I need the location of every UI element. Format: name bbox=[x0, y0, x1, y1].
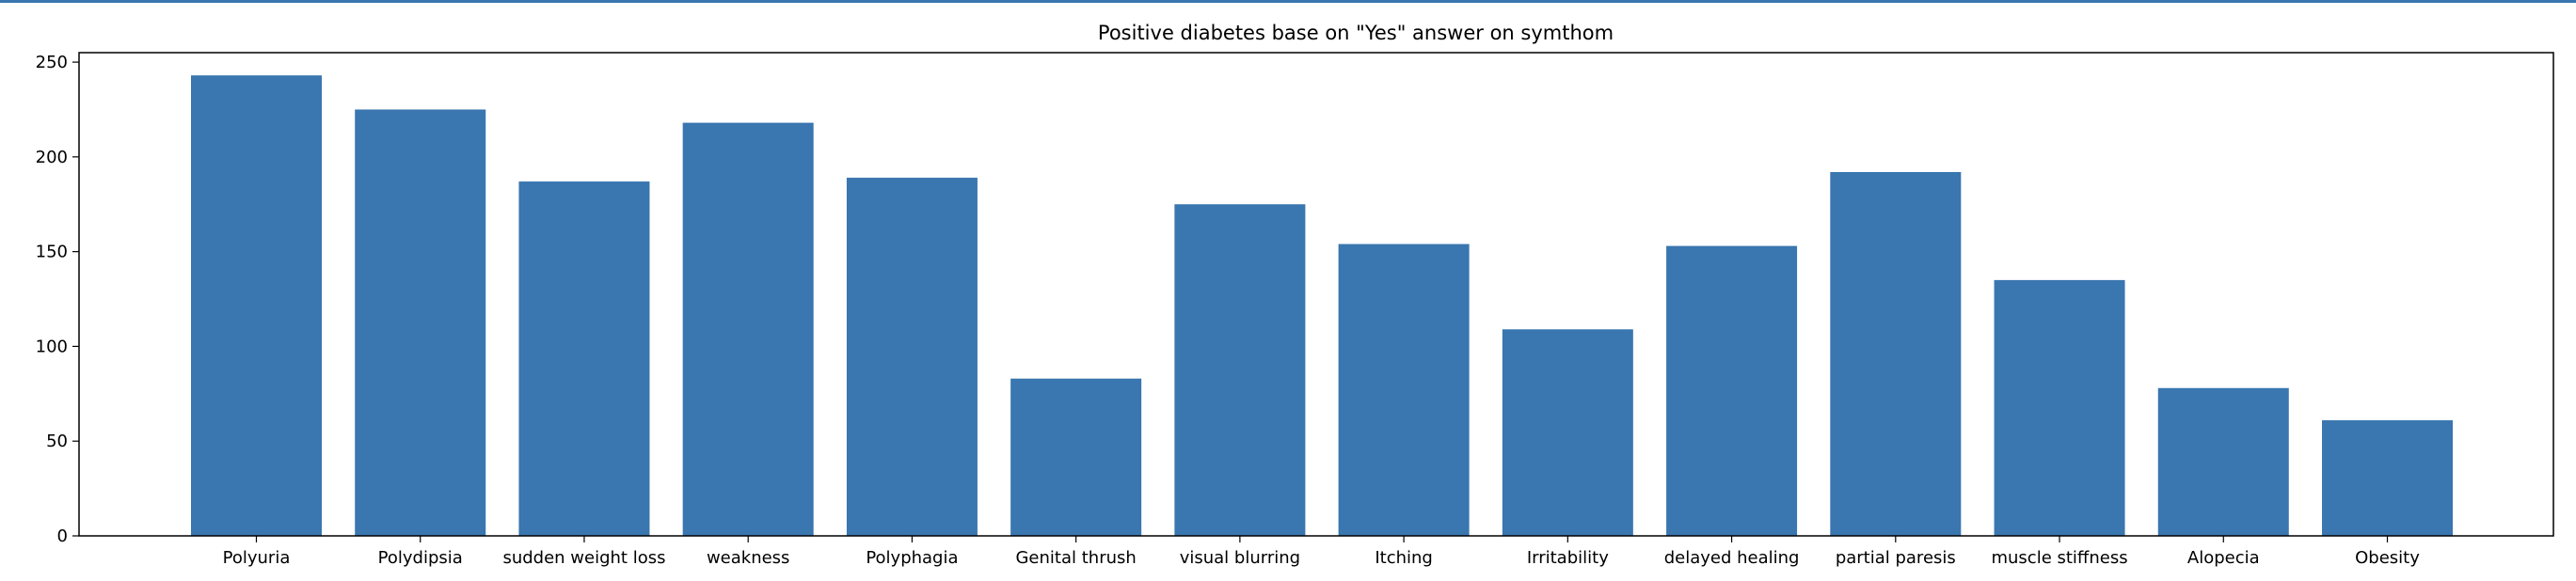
x-tick-label: Polyphagia bbox=[866, 548, 958, 568]
y-tick-label: 50 bbox=[46, 432, 68, 451]
bar-itching bbox=[1338, 243, 1470, 536]
bar-sudden-weight-loss bbox=[518, 181, 650, 537]
bar-obesity bbox=[2322, 420, 2453, 536]
bar-visual-blurring bbox=[1174, 204, 1306, 537]
top-accent-rule bbox=[0, 0, 2576, 3]
bars-group bbox=[191, 75, 2453, 537]
y-tick-label: 0 bbox=[57, 526, 68, 546]
x-axis-ticks: Polyuria Polydipsia sudden weight loss weak… bbox=[223, 536, 2420, 568]
x-tick-label: Genital thrush bbox=[1015, 548, 1136, 568]
bar-delayed-healing bbox=[1666, 245, 1798, 536]
bar-partial-paresis bbox=[1830, 171, 1962, 537]
bar-muscle-stiffness bbox=[1994, 279, 2125, 536]
plot-frame bbox=[78, 52, 2554, 537]
y-axis-ticks: 0 50 100 150 200 250 bbox=[36, 53, 79, 546]
x-tick-label: visual blurring bbox=[1180, 548, 1300, 568]
bar-irritability bbox=[1502, 329, 1633, 536]
x-tick-label: Obesity bbox=[2355, 548, 2420, 568]
chart-title: Positive diabetes base on "Yes" answer o… bbox=[1098, 22, 1614, 44]
x-tick-label: Itching bbox=[1375, 548, 1433, 568]
x-tick-label: Alopecia bbox=[2187, 548, 2260, 568]
x-tick-label: Polyuria bbox=[223, 548, 291, 568]
bar-alopecia bbox=[2157, 387, 2289, 536]
x-tick-label: muscle stiffness bbox=[1991, 548, 2127, 568]
x-tick-label: partial paresis bbox=[1836, 548, 1956, 568]
bar-polydipsia bbox=[355, 109, 486, 537]
y-tick-label: 150 bbox=[36, 243, 68, 262]
x-tick-label: delayed healing bbox=[1664, 548, 1800, 568]
y-tick-label: 200 bbox=[36, 148, 68, 167]
bar-polyuria bbox=[191, 75, 322, 536]
x-tick-label: sudden weight loss bbox=[502, 548, 665, 568]
x-tick-label: Irritability bbox=[1527, 548, 1609, 568]
y-tick-label: 250 bbox=[36, 53, 68, 72]
bar-polyphagia bbox=[846, 178, 978, 537]
bar-weakness bbox=[682, 122, 814, 537]
x-tick-label: Polydipsia bbox=[378, 548, 463, 568]
y-tick-label: 100 bbox=[36, 337, 68, 356]
x-tick-label: weakness bbox=[707, 548, 790, 568]
bar-genital-thrush bbox=[1010, 378, 1142, 536]
